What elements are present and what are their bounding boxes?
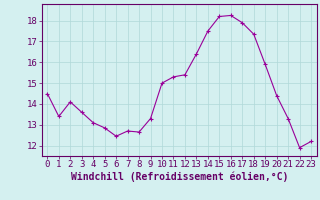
X-axis label: Windchill (Refroidissement éolien,°C): Windchill (Refroidissement éolien,°C): [70, 172, 288, 182]
